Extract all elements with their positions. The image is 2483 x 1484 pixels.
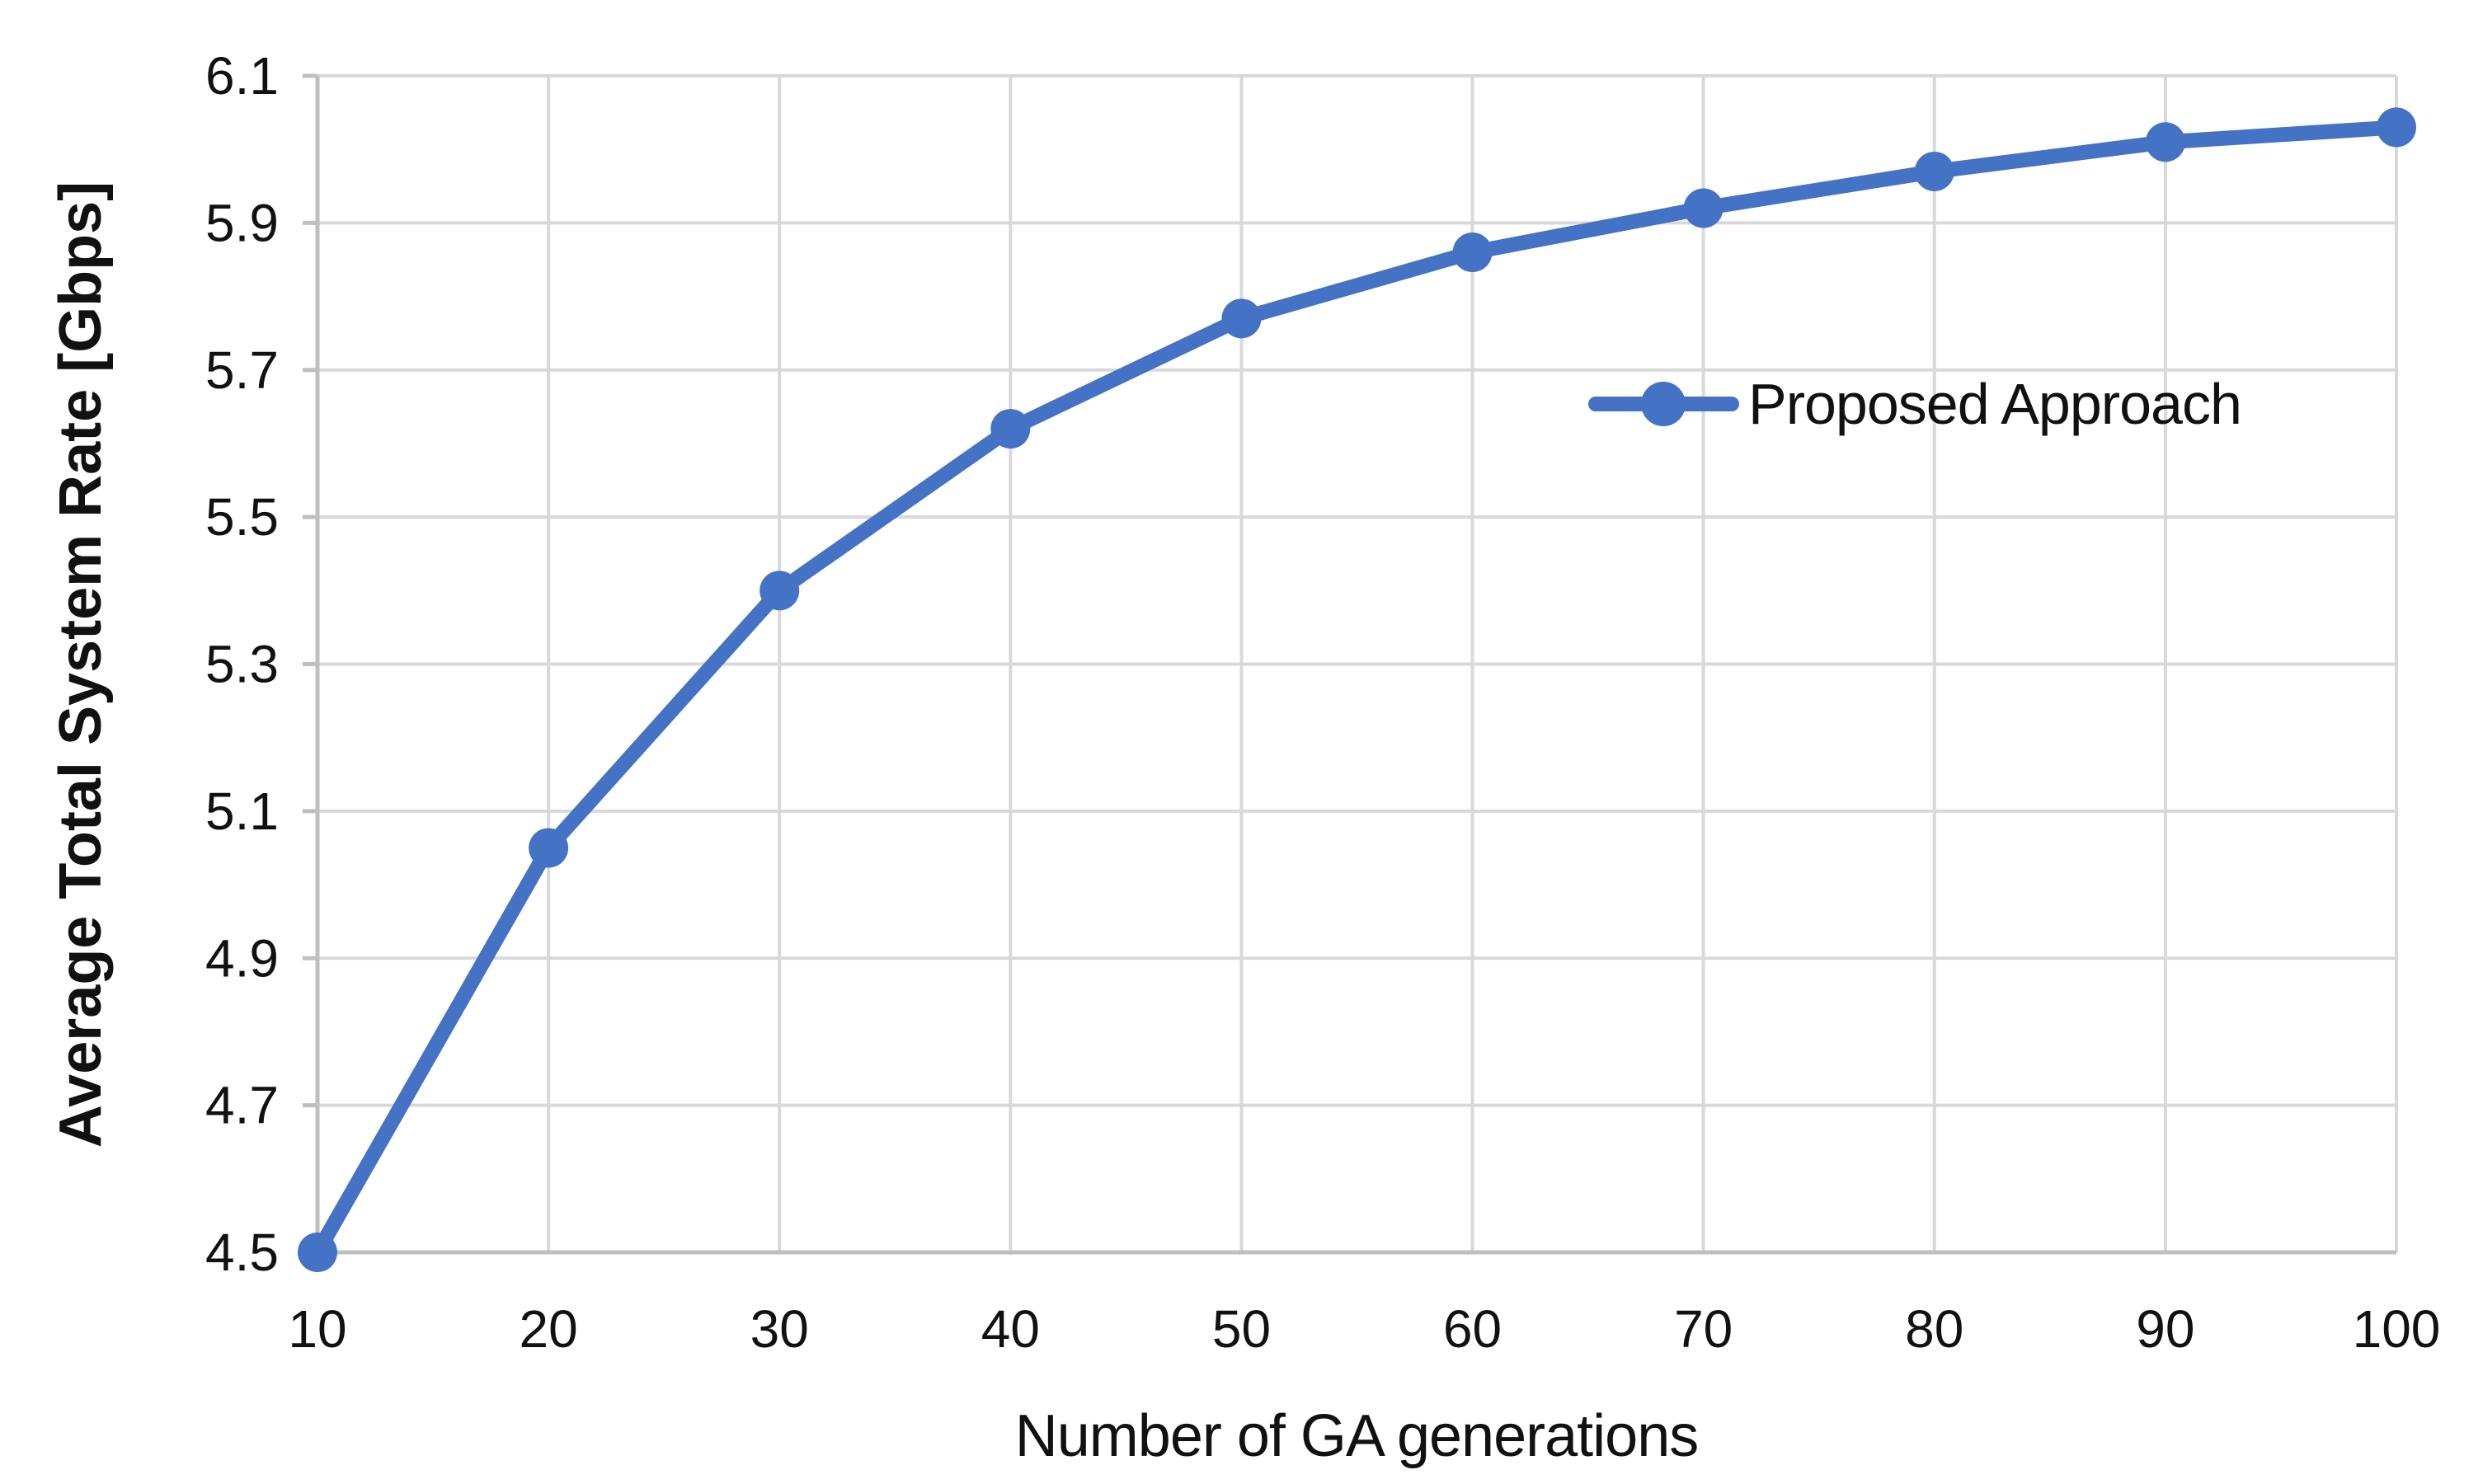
data-point-marker <box>1452 232 1493 273</box>
x-tick-label: 50 <box>1212 1299 1271 1359</box>
x-tick-label: 100 <box>2353 1299 2441 1359</box>
x-tick-label: 90 <box>2136 1299 2194 1359</box>
data-point-marker <box>990 409 1031 449</box>
x-tick-label: 30 <box>750 1299 809 1359</box>
y-tick-label: 5.7 <box>205 340 279 400</box>
x-tick-label: 60 <box>1443 1299 1502 1359</box>
x-tick-label: 10 <box>288 1299 346 1359</box>
y-tick-label: 5.1 <box>205 782 279 841</box>
y-tick-label: 6.1 <box>205 46 279 106</box>
data-point-marker <box>759 571 800 611</box>
y-tick-label: 5.5 <box>205 487 279 547</box>
x-axis-title: Number of GA generations <box>1015 1403 1698 1469</box>
data-point-marker <box>1221 298 1262 339</box>
y-tick-label: 4.7 <box>205 1076 279 1135</box>
tick-labels: 4.5 4.7 4.9 5.1 5.3 5.5 5.7 5.9 6.1 10 20 30 40 50 60 7… <box>205 46 2440 1359</box>
data-point-marker <box>298 1233 337 1272</box>
y-tick-label: 4.9 <box>205 928 279 988</box>
series-line <box>310 120 2404 1260</box>
y-tick-label: 5.3 <box>205 635 279 694</box>
x-tick-label: 80 <box>1905 1299 1963 1359</box>
y-axis-title: Average Total System Rate [Gbps] <box>48 181 114 1148</box>
legend-marker-icon <box>1641 382 1686 426</box>
legend-label: Proposed Approach <box>1748 372 2241 436</box>
data-point-marker <box>2377 107 2416 148</box>
x-tick-label: 70 <box>1674 1299 1733 1359</box>
data-point-marker <box>1914 151 1954 191</box>
axes <box>303 73 2396 1255</box>
x-tick-label: 20 <box>520 1299 578 1359</box>
data-point-marker <box>529 828 569 868</box>
series-group <box>298 107 2416 1272</box>
y-tick-label: 4.5 <box>205 1223 279 1282</box>
horizontal-gridlines <box>317 74 2396 1254</box>
legend: Proposed Approach <box>1588 372 2242 436</box>
data-point-marker <box>1683 188 1724 228</box>
x-tick-label: 40 <box>981 1299 1040 1359</box>
y-tick-label: 5.9 <box>205 193 279 252</box>
data-point-marker <box>2145 122 2185 162</box>
